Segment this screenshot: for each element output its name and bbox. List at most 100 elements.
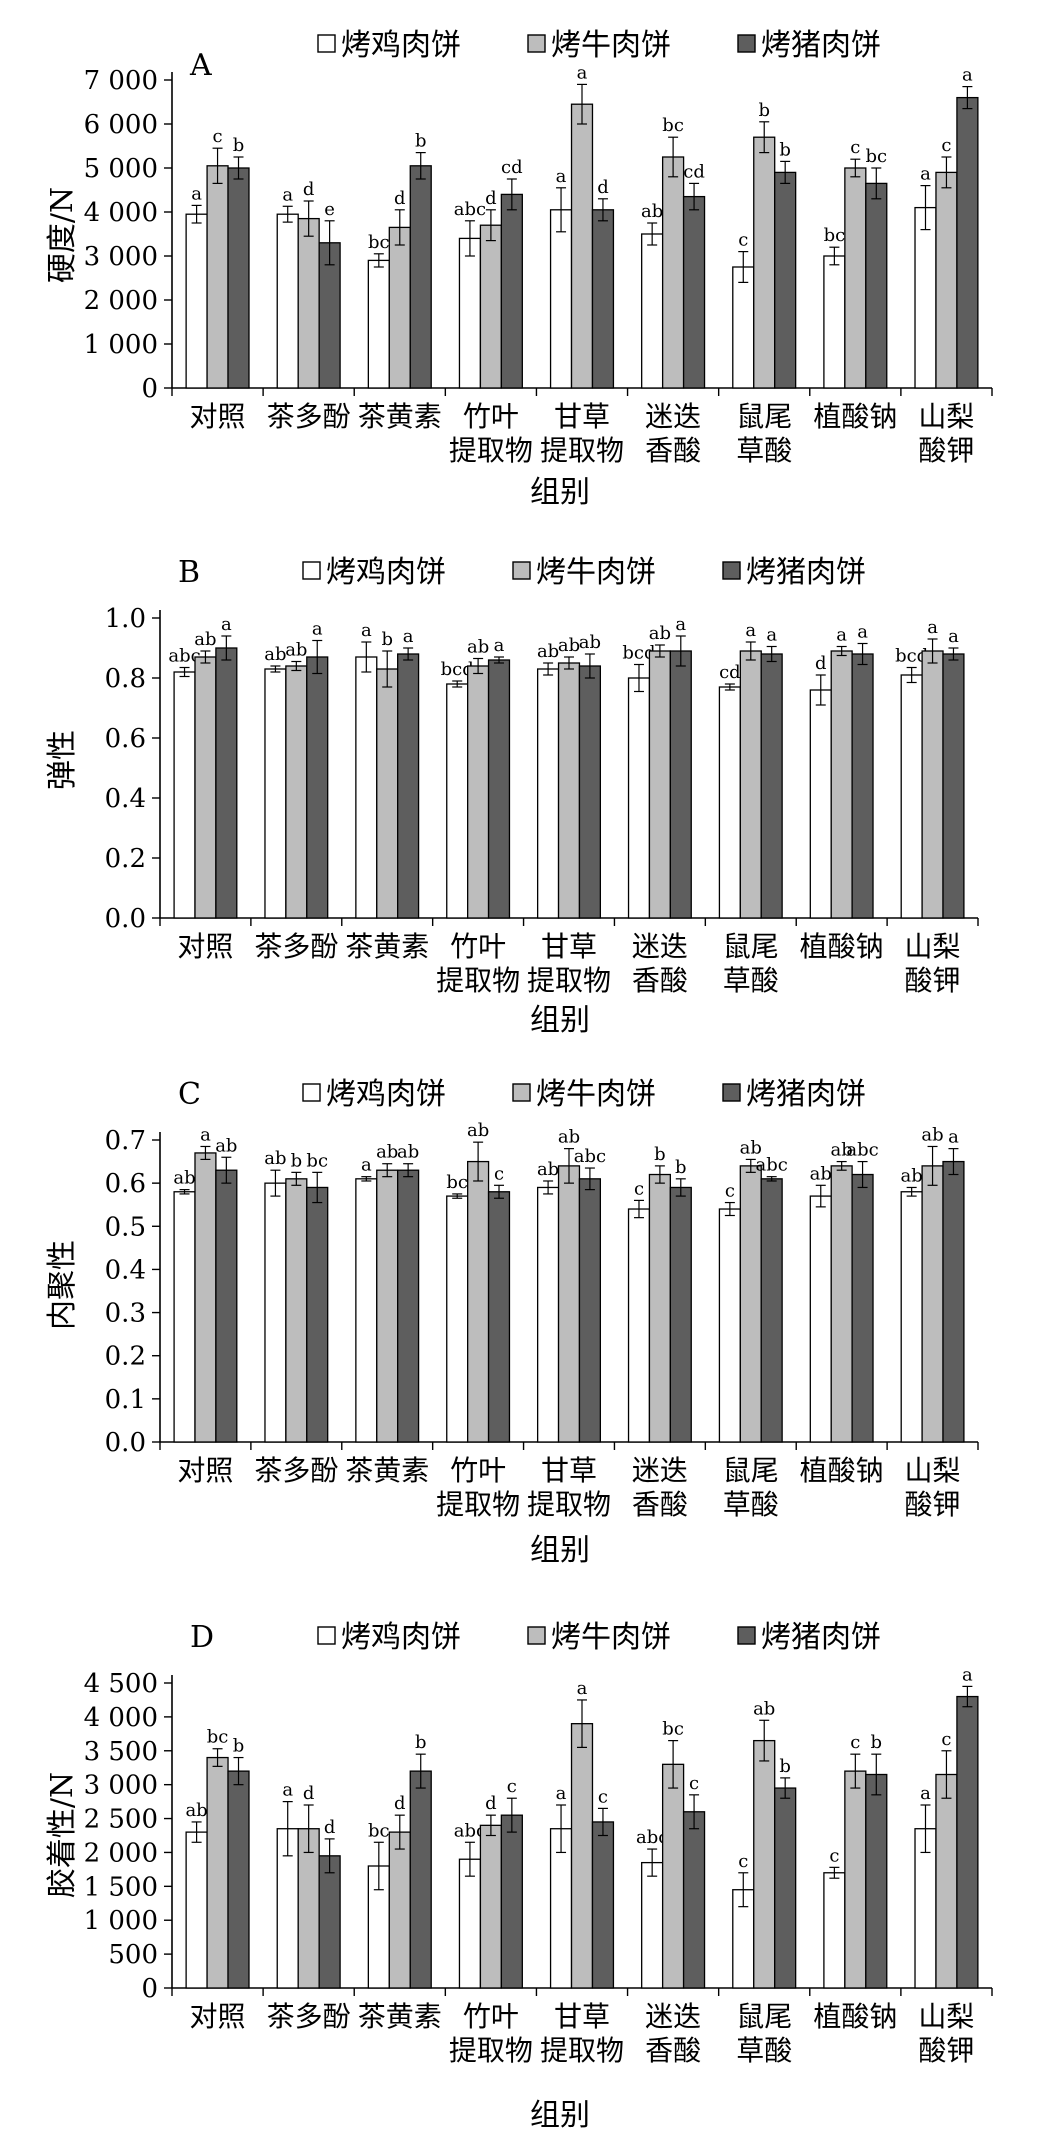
category-label-a: 提取物 (540, 434, 624, 467)
significance-label-pork-d: b (779, 1756, 791, 1777)
bar-beef-c (921, 1165, 944, 1443)
significance-label-chicken-b: bcd (895, 646, 928, 667)
y-tick-label-d: 2 000 (84, 1838, 158, 1868)
category-label-d: 提取物 (449, 2034, 533, 2067)
bar-pork-a (500, 193, 523, 389)
legend-label-pork: 烤猪肉饼 (746, 1077, 866, 1112)
significance-label-pork-d: b (871, 1732, 883, 1753)
category-label-b: 甘草 (541, 930, 597, 963)
bar-pork-a (865, 182, 888, 389)
category-label-b: 提取物 (527, 964, 611, 997)
bar-beef-c (376, 1169, 399, 1443)
legend-label-beef: 烤牛肉饼 (536, 1077, 656, 1112)
significance-label-beef-b: ab (285, 640, 307, 661)
significance-label-chicken-d: c (829, 1845, 839, 1866)
category-label-a: 迷迭 (645, 400, 701, 433)
bar-beef-b (739, 650, 762, 919)
bar-beef-c (557, 1165, 581, 1443)
significance-label-pork-c: b (675, 1157, 687, 1178)
bar-pork-c (487, 1191, 511, 1443)
significance-label-chicken-a: a (556, 166, 567, 187)
x-axis-title-b: 组别 (530, 1003, 590, 1038)
legend-swatch-chicken (302, 1083, 321, 1102)
bar-beef-a (479, 224, 503, 389)
significance-label-beef-a: b (758, 100, 770, 121)
category-label-d: 香酸 (645, 2034, 701, 2067)
bar-chicken-d (641, 1861, 664, 1989)
legend-label-pork: 烤猪肉饼 (761, 1620, 881, 1655)
bar-beef-d (753, 1739, 776, 1989)
significance-label-pork-a: bc (865, 146, 887, 167)
legend-swatch-pork (737, 34, 756, 53)
bar-pork-b (215, 647, 238, 919)
bar-beef-a (661, 156, 685, 389)
y-tick-label-b: 0.0 (105, 904, 146, 934)
y-tick-label-a: 6 000 (84, 110, 158, 140)
y-tick-label-d: 4 000 (84, 1703, 158, 1733)
significance-label-chicken-a: c (738, 230, 748, 251)
significance-label-chicken-c: ab (264, 1148, 286, 1169)
bar-chicken-b (536, 668, 560, 919)
bar-beef-a (935, 171, 958, 389)
legend-swatch-pork (722, 1083, 741, 1102)
significance-label-beef-d: a (577, 1678, 588, 1699)
legend-label-pork: 烤猪肉饼 (746, 555, 866, 590)
significance-label-pork-d: c (598, 1786, 608, 1807)
bar-chicken-c (264, 1182, 287, 1443)
bar-chicken-a (549, 209, 573, 389)
y-tick-label-c: 0.1 (105, 1385, 146, 1415)
bar-beef-b (648, 650, 671, 919)
legend-a: 烤鸡肉饼 烤牛肉饼 烤猪肉饼 (317, 28, 881, 63)
legend-label-beef: 烤牛肉饼 (551, 28, 671, 63)
category-label-d: 山梨 (918, 2000, 974, 2033)
category-label-b: 竹叶 (450, 930, 506, 963)
y-tick-label-c: 0.0 (105, 1428, 146, 1458)
significance-label-beef-b: b (381, 629, 393, 650)
significance-label-chicken-b: cd (719, 662, 741, 683)
significance-label-chicken-d: a (282, 1780, 293, 1801)
significance-label-beef-b: a (927, 617, 938, 638)
significance-label-chicken-a: a (920, 164, 931, 185)
bar-chicken-a (823, 255, 846, 389)
category-label-a: 鼠尾 (736, 400, 792, 433)
bar-chicken-b (264, 668, 287, 919)
significance-label-pork-c: a (948, 1127, 959, 1148)
bar-beef-c (467, 1160, 490, 1443)
bar-pork-d (682, 1811, 706, 1989)
panel-b: B 烤鸡肉饼 烤牛肉饼 烤猪肉饼 弹性 组别 0.0 0.2 0.4 0.6 0.8 1.… (45, 555, 979, 1038)
category-label-c: 茶多酚 (254, 1454, 338, 1487)
bar-pork-c (215, 1169, 238, 1443)
legend-c: 烤鸡肉饼 烤牛肉饼 烤猪肉饼 (302, 1077, 866, 1112)
bar-beef-b (194, 656, 217, 919)
bar-pork-a (774, 171, 797, 389)
panel-d: D 烤鸡肉饼 烤牛肉饼 烤猪肉饼 胶着性/N 组别 0 500 1 000 1 500… (45, 1620, 993, 2133)
significance-label-pork-a: a (962, 65, 973, 86)
significance-label-chicken-c: c (634, 1178, 644, 1199)
y-tick-label-a: 7 000 (84, 66, 158, 96)
significance-label-beef-a: c (213, 126, 223, 147)
bar-beef-d (479, 1824, 503, 1989)
bar-pork-a (591, 209, 615, 389)
legend-label-chicken: 烤鸡肉饼 (326, 1077, 446, 1112)
significance-label-pork-b: a (494, 635, 505, 656)
panel-label-d: D (190, 1620, 214, 1655)
category-label-d: 草酸 (736, 2034, 792, 2067)
significance-label-pork-b: ab (579, 632, 601, 653)
category-label-b: 提取物 (436, 964, 520, 997)
y-tick-label-c: 0.7 (105, 1126, 146, 1156)
significance-label-beef-c: b (654, 1144, 666, 1165)
significance-label-chicken-d: abc (454, 1820, 486, 1841)
significance-label-chicken-c: a (361, 1155, 372, 1176)
y-axis-title-d: 胶着性/N (45, 1772, 80, 1898)
bar-chicken-a (458, 237, 482, 389)
y-tick-label-c: 0.3 (105, 1299, 146, 1329)
significance-label-beef-b: ab (467, 637, 489, 658)
category-label-a: 山梨 (918, 400, 974, 433)
bar-pork-d (409, 1770, 432, 1989)
significance-label-pork-c: ab (397, 1142, 419, 1163)
category-label-c: 植酸钠 (800, 1454, 884, 1487)
significance-label-beef-d: d (485, 1793, 497, 1814)
category-label-b: 香酸 (632, 964, 688, 997)
significance-label-pork-b: a (948, 626, 959, 647)
bar-beef-b (467, 665, 490, 919)
